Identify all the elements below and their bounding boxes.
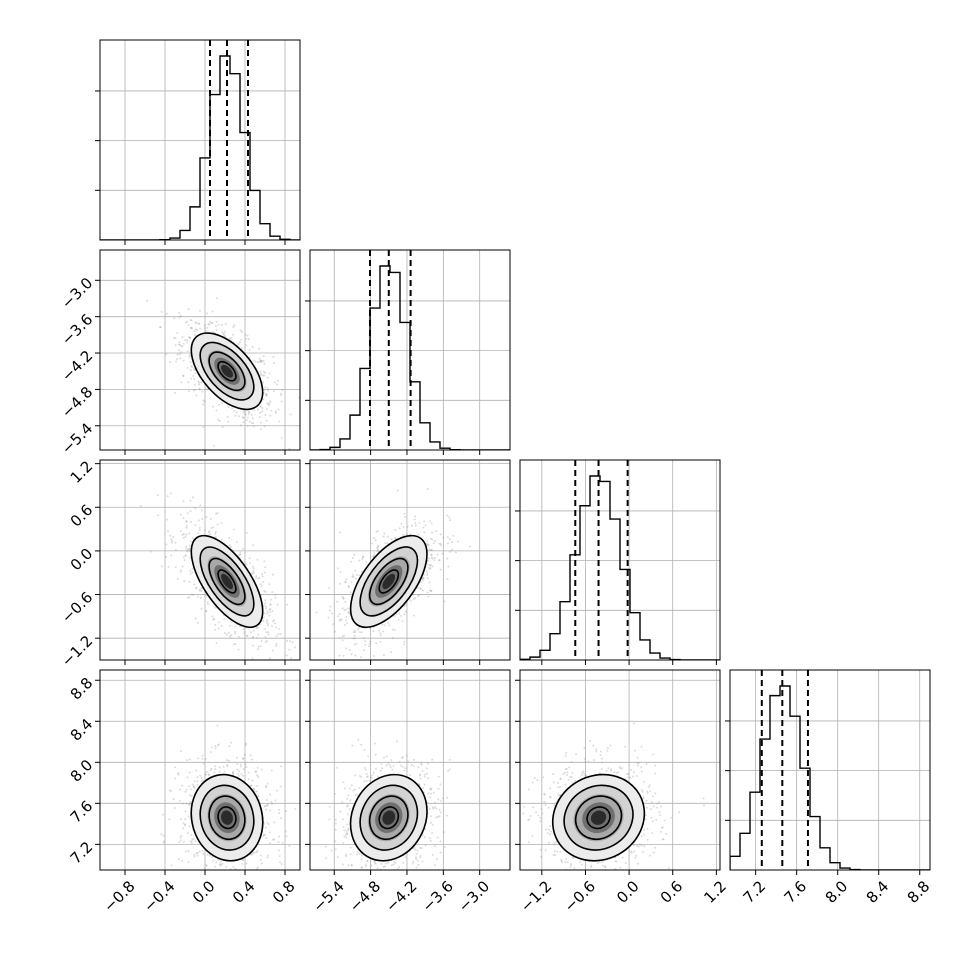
contour-3-2-1: [574, 795, 623, 841]
contour-2-0-1: [208, 557, 246, 606]
panel-frame-2-1: [309, 459, 511, 661]
contour-1-0-0: [217, 360, 237, 382]
panel-0-0: [95, 39, 301, 245]
panel-frame-0-0: [99, 39, 301, 241]
contour-2-0-3: [190, 534, 264, 629]
contour-3-1-0: [378, 806, 400, 830]
contour-3-0-2: [199, 784, 255, 851]
panel-frame-2-2: [519, 459, 721, 661]
contour-3-0-1: [208, 795, 246, 841]
panel-2-0: [95, 459, 301, 665]
panel-3-3: [725, 669, 931, 875]
contour-3-1-3: [349, 773, 428, 862]
panel-3-2: [515, 669, 721, 875]
panel-frame-1-1: [309, 249, 511, 451]
panel-1-1: [305, 249, 511, 455]
contour-3-2-0: [586, 806, 611, 830]
panel-2-2: [515, 459, 721, 665]
contour-3-1-2: [359, 784, 419, 851]
panel-frame-3-1: [309, 669, 511, 871]
density-1-0: [191, 333, 263, 410]
contour-2-0-2: [199, 546, 255, 617]
contour-2-1-2: [359, 546, 419, 617]
contour-2-1-1: [368, 557, 409, 606]
panel-frame-1-0: [99, 249, 301, 451]
panel-frame-2-0: [99, 459, 301, 661]
contour-3-0-3: [190, 773, 264, 862]
contour-3-0-0: [217, 806, 237, 830]
contour-3-2-2: [563, 784, 634, 851]
panel-frame-3-0: [99, 669, 301, 871]
panel-3-0: [95, 669, 301, 875]
panel-2-1: [305, 459, 511, 665]
panel-3-1: [305, 669, 511, 875]
panel-1-0: [95, 249, 301, 455]
contour-1-0-1: [208, 351, 246, 392]
density-2-1: [350, 535, 427, 628]
contour-3-2-3: [551, 773, 646, 862]
contour-3-1-1: [368, 795, 409, 841]
density-2-0: [191, 535, 263, 628]
contour-1-0-2: [199, 341, 255, 401]
contour-2-0-0: [217, 569, 237, 594]
contour-1-0-3: [190, 332, 264, 411]
contour-2-1-3: [349, 534, 428, 629]
panel-frame-3-3: [729, 669, 931, 871]
contour-2-1-0: [378, 569, 400, 594]
panel-frame-3-2: [519, 669, 721, 871]
